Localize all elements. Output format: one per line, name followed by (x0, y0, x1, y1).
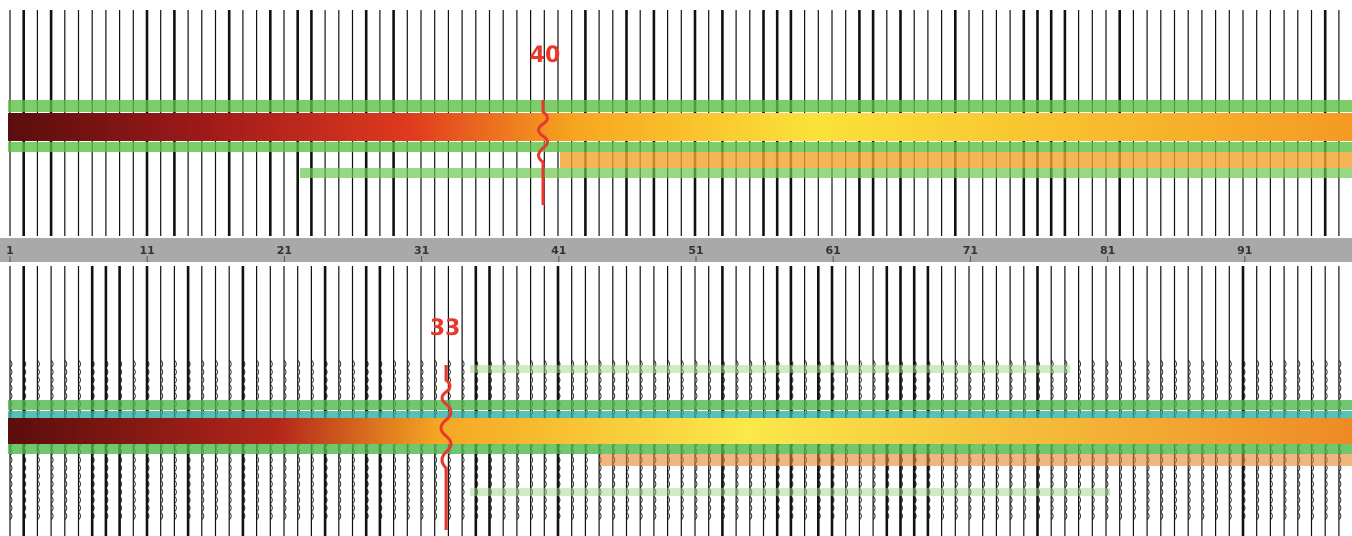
marker-label: 40 (530, 43, 561, 68)
ruler-label: 41 (551, 244, 566, 257)
trace-ruler (0, 238, 1352, 262)
amplitude-band (600, 454, 1352, 466)
amplitude-band (8, 113, 1352, 141)
ruler-label: 21 (277, 244, 292, 257)
faint-band (470, 488, 1110, 496)
green-band (8, 400, 1352, 410)
ruler-label: 51 (688, 244, 703, 257)
faint-band (470, 365, 1070, 373)
ruler-label: 91 (1237, 244, 1252, 257)
ruler-label: 71 (963, 244, 978, 257)
ruler-label: 1 (6, 244, 14, 257)
cyan-band (8, 411, 1352, 418)
green-band (8, 444, 1352, 454)
green-band (300, 168, 1352, 178)
ruler-label: 31 (414, 244, 429, 257)
green-band (8, 100, 1352, 112)
seismic-figure: 1112131415161718191 40 33 (0, 0, 1352, 536)
marker-label: 33 (430, 316, 461, 341)
amplitude-band (8, 418, 1352, 444)
amplitude-band (560, 152, 1352, 168)
ruler-label: 61 (826, 244, 841, 257)
ruler-label: 81 (1100, 244, 1115, 257)
green-band (8, 142, 1352, 152)
ruler-label: 11 (140, 244, 155, 257)
